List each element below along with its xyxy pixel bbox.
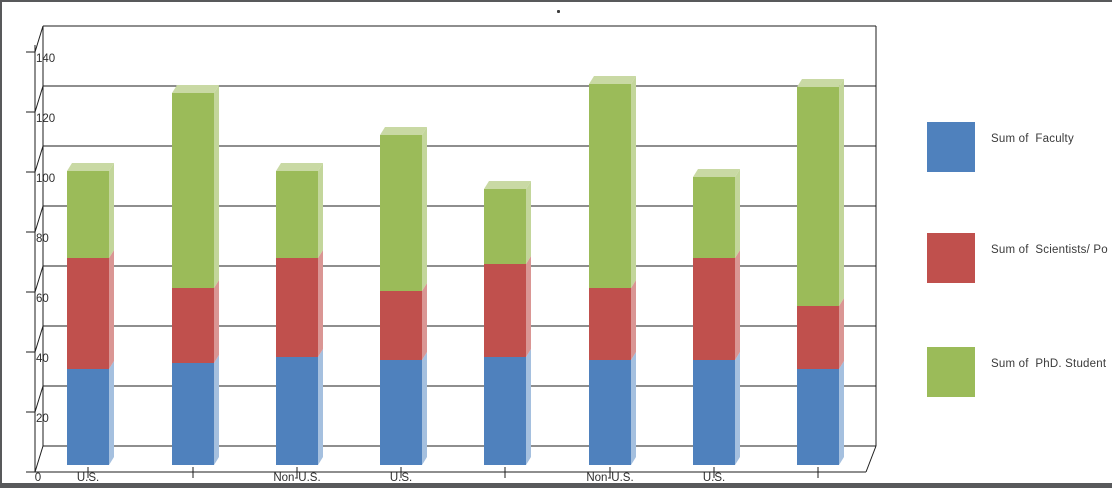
bar-3-side-0 xyxy=(422,352,427,465)
bar-5-top xyxy=(589,76,636,84)
bar-2-side-1 xyxy=(318,250,323,357)
bar-4-top xyxy=(484,181,531,189)
bar-3-side-2 xyxy=(422,127,427,291)
bar-0-side-2 xyxy=(109,163,114,258)
x-label-2: Non-U.S. xyxy=(273,472,320,484)
legend-label-phd: Sum of PhD. Student xyxy=(991,358,1107,370)
bar-2-side-0 xyxy=(318,349,323,465)
window-border-top xyxy=(0,0,1112,2)
bar-4-segment-0 xyxy=(484,357,526,465)
bar-7-segment-0 xyxy=(797,369,839,465)
y-tick-label-20: 20 xyxy=(36,413,49,425)
legend: Sum of Faculty Sum of Scientists/ Po Sum… xyxy=(927,0,1112,488)
legend-label-scientists: Sum of Scientists/ Po xyxy=(991,244,1108,256)
x-label-6: U.S. xyxy=(703,472,725,484)
bar-6-segment-1 xyxy=(693,258,735,360)
bar-3-side-1 xyxy=(422,283,427,360)
y-tick-label-140: 140 xyxy=(36,53,55,65)
bar-7-side-0 xyxy=(839,361,844,465)
bar-5-segment-2 xyxy=(589,84,631,288)
bar-4-segment-1 xyxy=(484,264,526,357)
bar-1-segment-0 xyxy=(172,363,214,465)
depth-slant-20 xyxy=(34,385,44,413)
bar-0-side-0 xyxy=(109,361,114,465)
bar-0-top xyxy=(67,163,114,171)
bar-3-top xyxy=(380,127,427,135)
depth-slant-140 xyxy=(34,25,44,53)
x-label-0: U.S. xyxy=(77,472,99,484)
depth-slant-40 xyxy=(34,325,44,353)
bar-6-side-0 xyxy=(735,352,740,465)
bar-3-segment-2 xyxy=(380,135,422,291)
y-tick-label-40: 40 xyxy=(36,353,49,365)
bar-2-segment-1 xyxy=(276,258,318,357)
bar-1-side-0 xyxy=(214,355,219,465)
y-tick-label-60: 60 xyxy=(36,293,49,305)
bar-2-side-2 xyxy=(318,163,323,258)
bar-0-segment-2 xyxy=(67,171,109,258)
legend-item-faculty[interactable]: Sum of Faculty xyxy=(927,122,1112,172)
bar-4-side-0 xyxy=(526,349,531,465)
bar-6-segment-0 xyxy=(693,360,735,465)
bar-4-side-1 xyxy=(526,256,531,357)
bar-1-side-2 xyxy=(214,85,219,288)
legend-item-scientists[interactable]: Sum of Scientists/ Po xyxy=(927,233,1112,283)
chart-title-dot xyxy=(557,10,560,13)
bar-2-segment-0 xyxy=(276,357,318,465)
y-tick-label-0: 0 xyxy=(35,472,41,484)
bar-3-segment-1 xyxy=(380,291,422,360)
depth-slant-120 xyxy=(34,85,44,113)
bar-1-segment-1 xyxy=(172,288,214,363)
y-tick-label-80: 80 xyxy=(36,233,49,245)
legend-swatch-faculty-icon xyxy=(927,122,975,172)
bar-1-top xyxy=(172,85,219,93)
window-border-left xyxy=(0,0,2,488)
bar-6-segment-2 xyxy=(693,177,735,258)
bar-5-side-1 xyxy=(631,280,636,360)
x-label-5: Non-U.S. xyxy=(586,472,633,484)
bar-0-segment-1 xyxy=(67,258,109,369)
legend-item-phd[interactable]: Sum of PhD. Student xyxy=(927,347,1112,397)
depth-slant-60 xyxy=(34,265,44,293)
bar-6-top xyxy=(693,169,740,177)
bar-6-side-1 xyxy=(735,250,740,360)
bar-3-segment-0 xyxy=(380,360,422,465)
bar-7-side-2 xyxy=(839,79,844,306)
bar-6-side-2 xyxy=(735,169,740,258)
bar-7-side-1 xyxy=(839,298,844,369)
depth-slant-100 xyxy=(34,145,44,173)
depth-slant-80 xyxy=(34,205,44,233)
bar-1-segment-2 xyxy=(172,93,214,288)
bar-5-side-2 xyxy=(631,76,636,288)
legend-swatch-scientists-icon xyxy=(927,233,975,283)
bar-2-top xyxy=(276,163,323,171)
bar-4-side-2 xyxy=(526,181,531,264)
bar-7-top xyxy=(797,79,844,87)
bar-5-side-0 xyxy=(631,352,636,465)
y-tick-label-100: 100 xyxy=(36,173,55,185)
bar-5-segment-0 xyxy=(589,360,631,465)
bar-7-segment-1 xyxy=(797,306,839,369)
floor-right-slant xyxy=(865,445,877,473)
bar-7-segment-2 xyxy=(797,87,839,306)
bar-0-side-1 xyxy=(109,250,114,369)
legend-swatch-phd-icon xyxy=(927,347,975,397)
depth-slant-0 xyxy=(34,445,44,473)
legend-label-faculty: Sum of Faculty xyxy=(991,133,1074,145)
bar-1-side-1 xyxy=(214,280,219,363)
y-tick-label-120: 120 xyxy=(36,113,55,125)
x-label-3: U.S. xyxy=(390,472,412,484)
bar-2-segment-2 xyxy=(276,171,318,258)
bar-5-segment-1 xyxy=(589,288,631,360)
bar-4-segment-2 xyxy=(484,189,526,264)
window-border-bottom xyxy=(0,483,1112,488)
bar-0-segment-0 xyxy=(67,369,109,465)
